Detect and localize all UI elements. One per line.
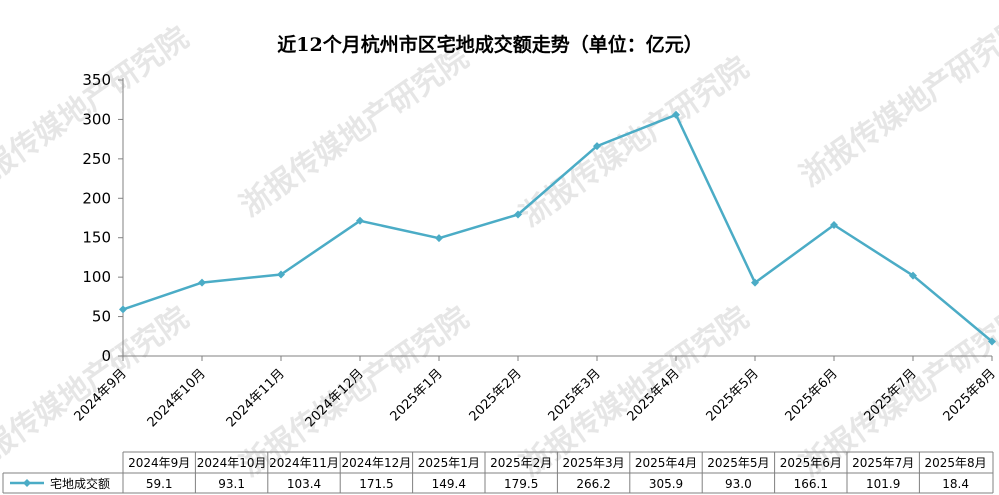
y-tick-label: 50: [92, 308, 111, 326]
chart-title: 近12个月杭州市区宅地成交额走势（单位：亿元）: [277, 33, 702, 56]
series-line: [122, 113, 993, 343]
y-tick-label: 200: [82, 189, 111, 207]
data-point-marker: [672, 110, 680, 119]
table-value-cell: 179.5: [504, 477, 538, 491]
y-tick-label: 0: [101, 347, 111, 365]
table-header-cell: 2024年12月: [341, 456, 411, 470]
y-tick-label: 350: [82, 71, 111, 89]
table-header-cell: 2025年8月: [925, 456, 987, 470]
y-tick-label: 100: [82, 268, 111, 286]
table-value-cell: 59.1: [146, 477, 173, 491]
table-value-cell: 93.1: [218, 477, 245, 491]
y-tick-label: 250: [82, 150, 111, 168]
table-header-cell: 2025年2月: [490, 456, 552, 470]
table-header-cell: 2025年1月: [418, 456, 480, 470]
y-axis: 0 50 100 150 200 250 300 350: [82, 71, 124, 365]
watermark-text: 浙报传媒地产研究院: [234, 40, 475, 224]
data-point-marker: [830, 221, 838, 230]
table-value-cell: 93.0: [725, 477, 752, 491]
table-header-cell: 2024年11月: [269, 456, 339, 470]
table-value-cell: 18.4: [942, 477, 969, 491]
data-point-marker: [909, 271, 917, 280]
watermark-text: 浙报传媒地产研究院: [794, 10, 999, 194]
table-value-cell: 101.9: [866, 477, 900, 491]
table-value-cell: 305.9: [649, 477, 683, 491]
data-table: 2024年9月 2024年10月 2024年11月 2024年12月 2025年1月 20…: [2, 451, 994, 494]
table-value-cell: 103.4: [287, 477, 321, 491]
table-header-cell: 2025年7月: [852, 456, 914, 470]
table-value-cell: 149.4: [432, 477, 466, 491]
series-layer: [119, 110, 996, 346]
x-tick-label: 2025年6月: [783, 366, 841, 424]
x-tick-label: 2025年5月: [704, 366, 762, 424]
data-point-marker: [593, 142, 601, 151]
table-header-cell: 2024年10月: [197, 456, 267, 470]
x-tick-label: 2025年2月: [467, 366, 525, 424]
data-point-marker: [751, 278, 759, 287]
data-point-marker: [514, 210, 522, 219]
table-value-cell: 171.5: [359, 477, 393, 491]
y-tick-label: 300: [82, 110, 111, 128]
data-point-marker: [356, 216, 364, 225]
data-point-marker: [119, 305, 127, 314]
table-value-cell: 166.1: [794, 477, 828, 491]
table-header-cell: 2024年9月: [128, 456, 190, 470]
data-point-marker: [277, 270, 285, 279]
legend-marker: [23, 479, 31, 487]
table-header-cell: 2025年3月: [563, 456, 625, 470]
table-value-cell: 266.2: [576, 477, 610, 491]
data-point-marker: [198, 278, 206, 287]
table-header-cell: 2025年6月: [780, 456, 842, 470]
x-tick-label: 2024年10月: [145, 366, 209, 430]
legend-label: 宅地成交额: [50, 476, 110, 491]
x-tick-label: 2024年11月: [224, 366, 288, 430]
watermark-layer: 浙报传媒地产研究院 浙报传媒地产研究院 浙报传媒地产研究院 浙报传媒地产研究院浙报传媒…: [0, 10, 999, 484]
table-header-cell: 2025年5月: [707, 456, 769, 470]
table-header-cell: 2025年4月: [635, 456, 697, 470]
data-point-marker: [435, 234, 443, 243]
data-point-marker: [988, 337, 996, 346]
y-tick-label: 150: [82, 229, 111, 247]
